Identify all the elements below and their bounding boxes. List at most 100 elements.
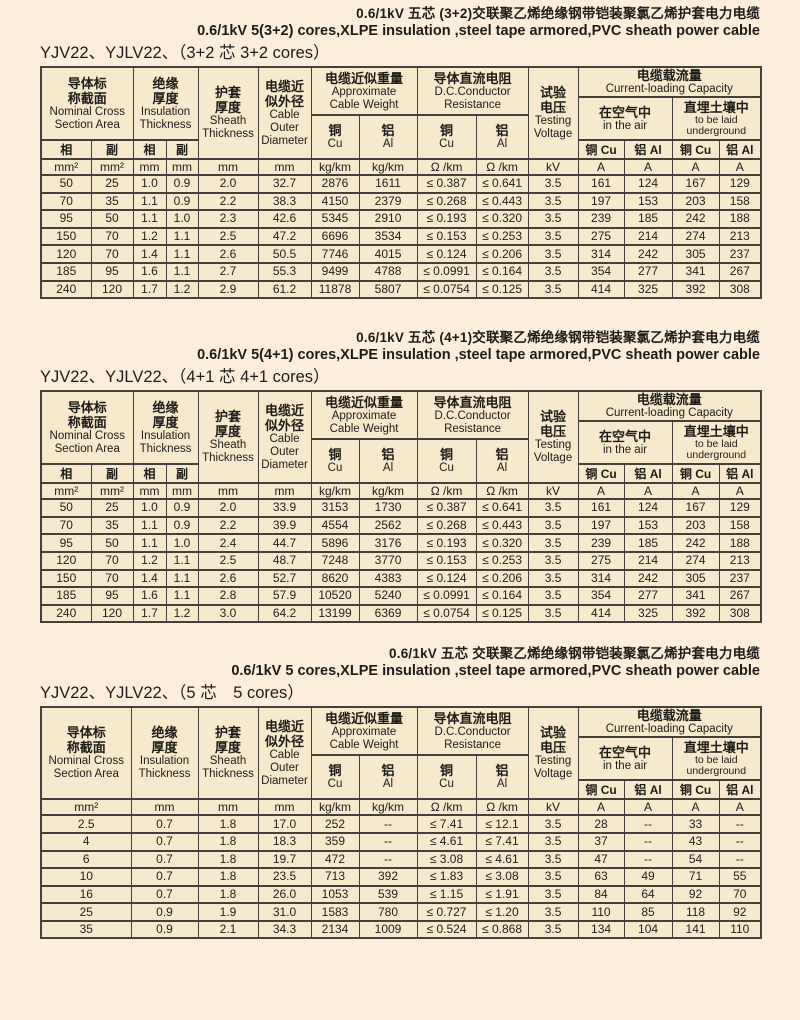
section-3plus2: 0.6/1kV 五芯 (3+2)交联聚乙烯绝缘钢带铠装聚氯乙烯护套电力电缆 0.… [40, 5, 763, 300]
table-cell: 25 [90, 174, 134, 194]
col-ug-cu: 铜 Cu [671, 463, 720, 485]
table-cell: 33 [671, 814, 720, 834]
col-air-cu: 铜 Cu [577, 779, 625, 801]
al-sub: Al [496, 138, 508, 150]
table-cell: 1.0 [132, 174, 167, 194]
col-volt-en: Testing Voltage [533, 439, 573, 465]
table-cell: 153 [623, 515, 673, 536]
col-insulation-aux: 副 [165, 139, 199, 160]
table-cell: 129 [718, 174, 762, 194]
al-sub: Al [382, 778, 394, 791]
al-sub: Al [382, 462, 394, 475]
table-cell: 314 [577, 244, 625, 264]
table-cell: 70 [40, 191, 92, 212]
table-cell: 120 [40, 244, 92, 264]
table-cell: 1.6 [132, 586, 167, 606]
col-in-air: 在空气中 in the air [577, 96, 673, 141]
table-row: 150 70 1.4 1.1 2.6 52.7 8620 4383 ≤ 0.124 ≤ 0.206… [40, 568, 762, 589]
col-underground: 直埋土壤中 to be laid underground [671, 420, 762, 466]
table-cell: 1.4 [132, 244, 167, 264]
col-insulation-thickness: 绝缘 厚度 Insulation Thickness [132, 390, 199, 466]
table-cell: 274 [671, 550, 720, 571]
col-od-zh: 电缆近 似外径 [265, 78, 305, 109]
col-nominal-en: Nominal Cross Section Area [48, 755, 124, 781]
col-weight-zh: 电缆近似重量 [325, 70, 404, 86]
col-volt-zh: 试验 电压 [540, 725, 567, 756]
table-cell: ≤ 0.125 [475, 603, 529, 624]
table-cell: 5345 [310, 209, 360, 229]
cu-sub: Cu [327, 462, 343, 475]
table-cell: 3.5 [527, 902, 579, 922]
col-underground: 直埋土壤中 to be laid underground [671, 736, 762, 782]
table-row: 150 70 1.2 1.1 2.5 47.2 6696 3534 ≤ 0.153 ≤ 0.253… [40, 226, 762, 247]
table-cell: 3.5 [527, 191, 579, 212]
col-ug-cu: 铜 Cu [671, 139, 720, 160]
col-nominal-zh: 导体标 称截面 [66, 725, 106, 756]
table-cell: 120 [90, 279, 134, 300]
table-cell: 214 [623, 226, 673, 247]
table-cell: 61.2 [257, 279, 312, 300]
col-dc-resistance: 导体直流电阻 D.C.Conductor Resistance [416, 66, 529, 116]
table-cell: 3.5 [527, 586, 579, 606]
col-air-al: 铝 Al [623, 139, 673, 160]
table-cell: 71 [671, 867, 720, 887]
table-cell: 161 [577, 174, 625, 194]
col-res-en: D.C.Conductor Resistance [434, 725, 511, 751]
table-cell: 70 [718, 884, 762, 905]
table-cell: 95 [40, 533, 92, 553]
table-cell: 392 [358, 867, 418, 887]
table-cell: 0.9 [130, 919, 199, 940]
col-nominal-section: 导体标 称截面 Nominal Cross Section Area [40, 706, 132, 801]
table-cell: 50 [40, 174, 92, 194]
table-cell: ≤ 1.83 [416, 867, 477, 887]
table-cell: 35 [90, 191, 134, 212]
table-cell: ≤ 0.0754 [416, 279, 477, 300]
col-weight-cu: 铜 Cu [310, 114, 360, 160]
table-cell: -- [718, 814, 762, 834]
table-cell: 1.2 [165, 279, 199, 300]
table-cell: 1.1 [132, 533, 167, 553]
table-cell: 34.3 [257, 919, 312, 940]
table-cell: 104 [623, 919, 673, 940]
table-cell: 17.0 [257, 814, 312, 834]
table-cell: ≤ 0.268 [416, 515, 477, 536]
unit-cell: Ω /km [475, 798, 529, 817]
col-current-capacity: 电缆载流量 Current-loading Capacity [577, 706, 762, 739]
table-cell: -- [718, 831, 762, 852]
unit-cell: A [577, 482, 625, 501]
model-line: YJV22、YJLV22、（4+1 芯 4+1 cores） [40, 368, 330, 387]
col-nominal-aux: 副 [90, 139, 134, 160]
table-cell: 4554 [310, 515, 360, 536]
table-cell: 2876 [310, 174, 360, 194]
table-cell: 2.0 [197, 498, 259, 518]
al-sub: Al [496, 778, 508, 791]
col-weight-zh: 电缆近似重量 [325, 394, 404, 410]
cu-label: 铜 [328, 447, 342, 463]
table-cell: 50.5 [257, 244, 312, 264]
table-cell: 2.5 [197, 226, 259, 247]
table-cell: 167 [671, 174, 720, 194]
col-outer-diameter: 电缆近 似外径 Cable Outer Diameter [257, 706, 312, 801]
table-cell: 240 [40, 279, 92, 300]
table-cell: 1.0 [132, 498, 167, 518]
table-cell: 153 [623, 191, 673, 212]
unit-cell: kV [527, 798, 579, 817]
spec-table-3plus2: 导体标 称截面 Nominal Cross Section Area 绝缘 厚度 I… [40, 66, 763, 300]
table-row: 10 0.7 1.8 23.5 713 392 ≤ 1.83 ≤ 3.08 3.5 63 49 71 5… [40, 867, 762, 887]
table-cell: 3176 [358, 533, 418, 553]
col-ug-cu: 铜 Cu [671, 779, 720, 801]
table-cell: 185 [40, 261, 92, 282]
unit-cell: mm [165, 482, 199, 501]
table-cell: 1.7 [132, 279, 167, 300]
table-cell: 1.8 [197, 884, 259, 905]
col-outer-diameter: 电缆近 似外径 Cable Outer Diameter [257, 66, 312, 160]
unit-cell: A [623, 798, 673, 817]
table-cell: 539 [358, 884, 418, 905]
col-res-cu: 铜 Cu [416, 438, 477, 485]
unit-cell: mm² [40, 158, 92, 176]
table-cell: 197 [577, 515, 625, 536]
table-cell: 1.2 [132, 550, 167, 571]
table-cell: 48.7 [257, 550, 312, 571]
table-row: 240 120 1.7 1.2 2.9 61.2 11878 5807 ≤ 0.0754 ≤ 0.… [40, 279, 762, 300]
catalog-page: 0.6/1kV 五芯 (3+2)交联聚乙烯绝缘钢带铠装聚氯乙烯护套电力电缆 0.… [40, 5, 763, 940]
